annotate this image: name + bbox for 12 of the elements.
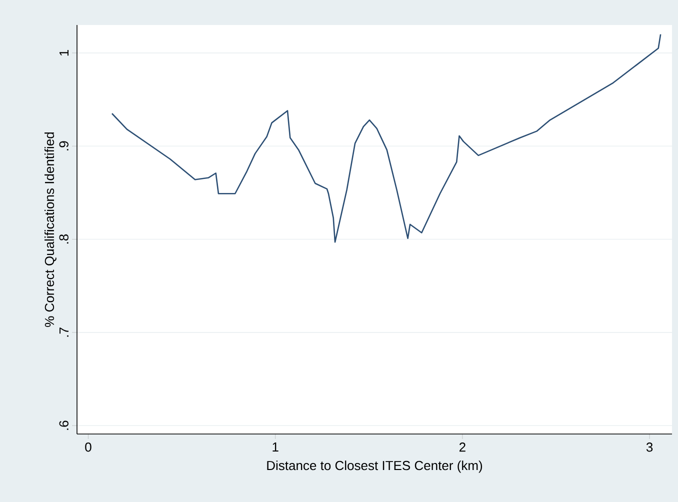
x-tick-label: 3 xyxy=(646,442,653,452)
y-axis-title: % Correct Qualifications Identified xyxy=(44,132,56,327)
x-tick-label: 2 xyxy=(459,442,466,452)
x-tick-label: 1 xyxy=(272,442,278,452)
y-tick-label: .9 xyxy=(59,141,68,150)
y-tick-label: .7 xyxy=(60,328,68,337)
y-tick-label: 1 xyxy=(60,50,68,56)
y-tick-label: .6 xyxy=(59,420,68,430)
line-series xyxy=(111,34,662,243)
x-tick-label: 0 xyxy=(85,442,92,452)
y-tick-label: .8 xyxy=(59,234,68,244)
x-axis-title: Distance to Closest ITES Center (km) xyxy=(267,460,482,473)
